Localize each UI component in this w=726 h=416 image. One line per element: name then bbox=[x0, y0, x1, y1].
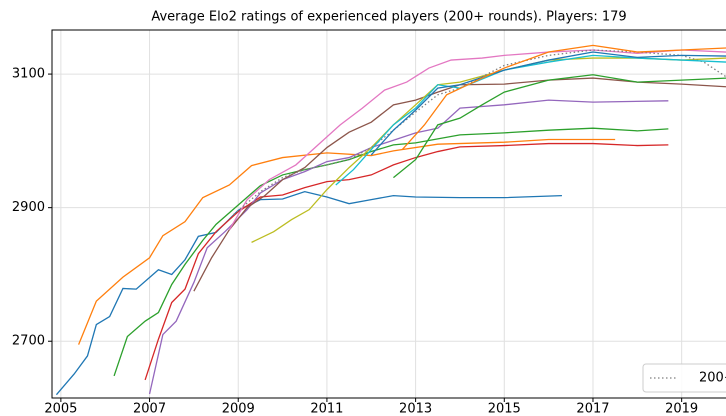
x-tick-label: 2015 bbox=[488, 402, 521, 416]
chart-title: Average Elo2 ratings of experienced play… bbox=[151, 10, 626, 25]
series-line bbox=[393, 74, 726, 179]
series-line bbox=[401, 44, 726, 150]
y-tick-label: 2700 bbox=[12, 334, 45, 349]
x-tick-label: 2009 bbox=[222, 402, 255, 416]
x-tick-label: 2005 bbox=[44, 402, 77, 416]
series-line bbox=[78, 138, 616, 345]
plot-area bbox=[55, 44, 726, 396]
axes-frame bbox=[51, 29, 726, 399]
series-line bbox=[370, 51, 726, 156]
series-line bbox=[144, 142, 669, 381]
y-tick-label: 3100 bbox=[12, 67, 45, 82]
x-tick-label: 2013 bbox=[399, 402, 432, 416]
series-line bbox=[228, 49, 726, 231]
series-line bbox=[193, 77, 726, 292]
x-tick-label: 2007 bbox=[133, 402, 166, 416]
series-line bbox=[233, 49, 726, 215]
series-line bbox=[251, 57, 726, 243]
legend-box bbox=[642, 363, 726, 393]
x-tick-label: 2019 bbox=[665, 402, 698, 416]
x-tick-label: 2011 bbox=[310, 402, 343, 416]
series-line bbox=[148, 99, 669, 395]
legend-label: 200+ bbox=[699, 371, 726, 386]
y-tick-label: 2900 bbox=[12, 200, 45, 215]
x-tick-label: 2017 bbox=[576, 402, 609, 416]
